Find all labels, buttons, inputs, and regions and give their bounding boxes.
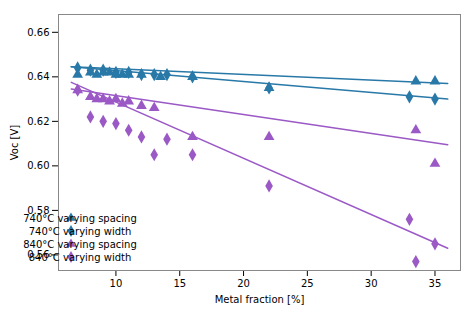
svg-text:0.64: 0.64: [27, 71, 49, 82]
svg-text:740°C varying spacing: 740°C varying spacing: [23, 213, 137, 224]
svg-text:Voc [V]: Voc [V]: [9, 125, 20, 161]
svg-text:0.58: 0.58: [27, 204, 50, 216]
svg-text:740°C varying width: 740°C varying width: [29, 226, 132, 237]
svg-text:25: 25: [301, 278, 314, 289]
svg-text:840°C varying width: 840°C varying width: [29, 252, 132, 263]
svg-text:30: 30: [365, 278, 378, 289]
svg-text:20: 20: [237, 278, 250, 289]
svg-text:0.60: 0.60: [27, 160, 49, 171]
svg-text:10: 10: [110, 278, 123, 289]
svg-text:Metal fraction [%]: Metal fraction [%]: [215, 294, 305, 305]
svg-text:15: 15: [173, 278, 186, 289]
svg-text:35: 35: [429, 278, 442, 289]
svg-text:0.66: 0.66: [27, 27, 49, 38]
svg-text:840°C varying spacing: 840°C varying spacing: [23, 239, 137, 250]
svg-text:0.62: 0.62: [27, 116, 49, 127]
